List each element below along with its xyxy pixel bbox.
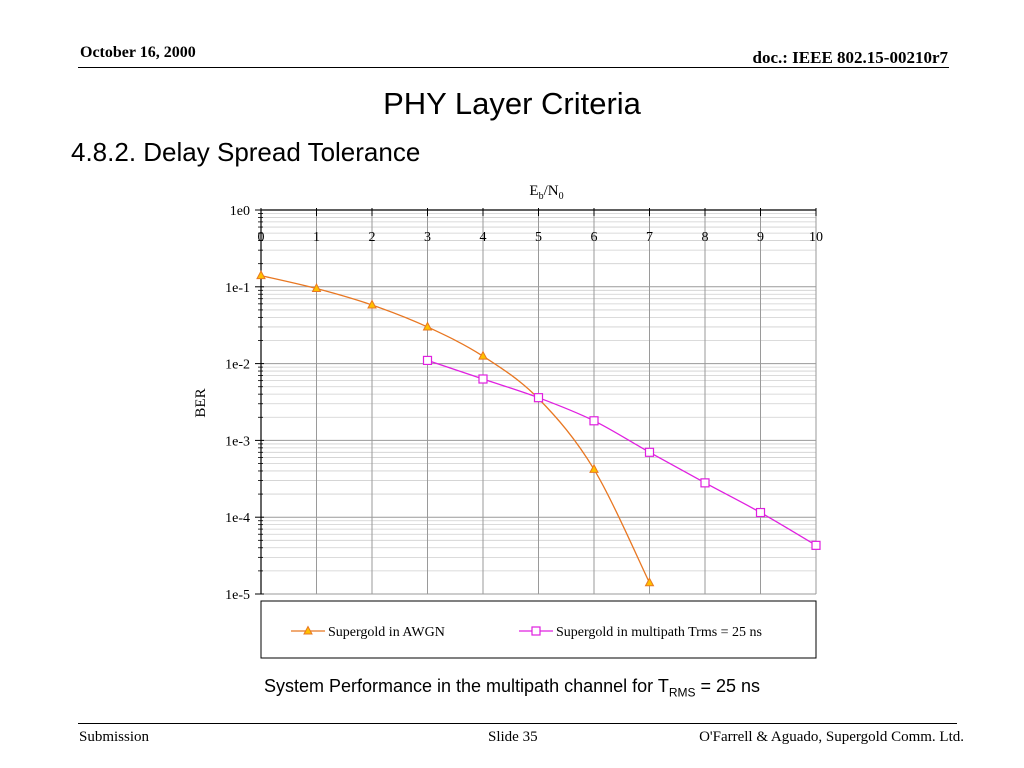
x-tick-label: 4 [480, 230, 487, 245]
y-tick-label: 1e-3 [225, 434, 250, 449]
series-point [533, 393, 544, 403]
footer-divider [78, 723, 957, 724]
series-point [589, 416, 599, 426]
series-point [311, 282, 322, 293]
series-point [422, 321, 433, 331]
footer-authors: O'Farrell & Aguado, Supergold Comm. Ltd. [699, 729, 964, 745]
y-tick-label: 1e0 [230, 204, 250, 219]
series-point [422, 355, 433, 366]
series-line-1 [260, 274, 651, 584]
x-tick-label: 10 [809, 230, 823, 245]
series-point [478, 374, 488, 384]
legend-label: Supergold in multipath Trms = 25 ns [556, 625, 762, 640]
series-point [531, 626, 541, 636]
x-tick-label: 2 [369, 230, 376, 245]
header-divider [78, 67, 949, 68]
y-tick-label: 1e-5 [225, 588, 250, 603]
chart-caption: System Performance in the multipath chan… [0, 676, 1024, 700]
y-axis-label: BER [193, 388, 209, 417]
x-tick-label: 0 [258, 230, 265, 245]
series-point [755, 507, 766, 518]
caption-subscript: RMS [668, 685, 696, 700]
slide-subtitle: 4.8.2. Delay Spread Tolerance [71, 137, 421, 167]
series-point [303, 625, 313, 635]
slide-title: PHY Layer Criteria [383, 86, 641, 121]
chart-axes: 0 1 2 3 4 5 6 7 8 9 10 1e0 1e-1 1e-2 1e-3 1e-4 1e-5 Eb/N0… [193, 183, 823, 603]
series-point [589, 463, 599, 473]
x-tick-label: 8 [702, 230, 709, 245]
y-tick-label: 1e-4 [225, 511, 250, 526]
series-point [644, 447, 655, 457]
x-axis-label: Eb/N0 [529, 183, 563, 202]
x-tick-label: 9 [757, 230, 764, 245]
footer-slide-number: Slide 35 [488, 729, 538, 745]
chart-legend: Supergold in AWGN Supergold in multipath … [260, 600, 817, 659]
caption-text: System Performance in the multipath chan… [263, 676, 669, 696]
header-doc-id: doc.: IEEE 802.15-00210r7 [752, 48, 949, 67]
series-point [478, 350, 488, 360]
series-point [367, 299, 377, 309]
caption-tail: = 25 ns [695, 676, 761, 696]
chart-series [256, 270, 821, 587]
x-tick-label: 5 [535, 230, 542, 245]
x-tick-label: 1 [313, 230, 320, 245]
header-date: October 16, 2000 [80, 44, 196, 61]
series-point [700, 478, 710, 488]
legend-label: Supergold in AWGN [328, 625, 445, 640]
y-tick-label: 1e-1 [225, 281, 250, 296]
x-tick-label: 3 [424, 230, 431, 245]
x-tick-label: 7 [646, 230, 653, 245]
series-point [644, 577, 655, 587]
footer-submission: Submission [79, 729, 150, 745]
series-point [256, 270, 266, 280]
series-point [811, 540, 821, 550]
y-tick-label: 1e-2 [225, 358, 250, 373]
x-tick-label: 6 [591, 230, 598, 245]
